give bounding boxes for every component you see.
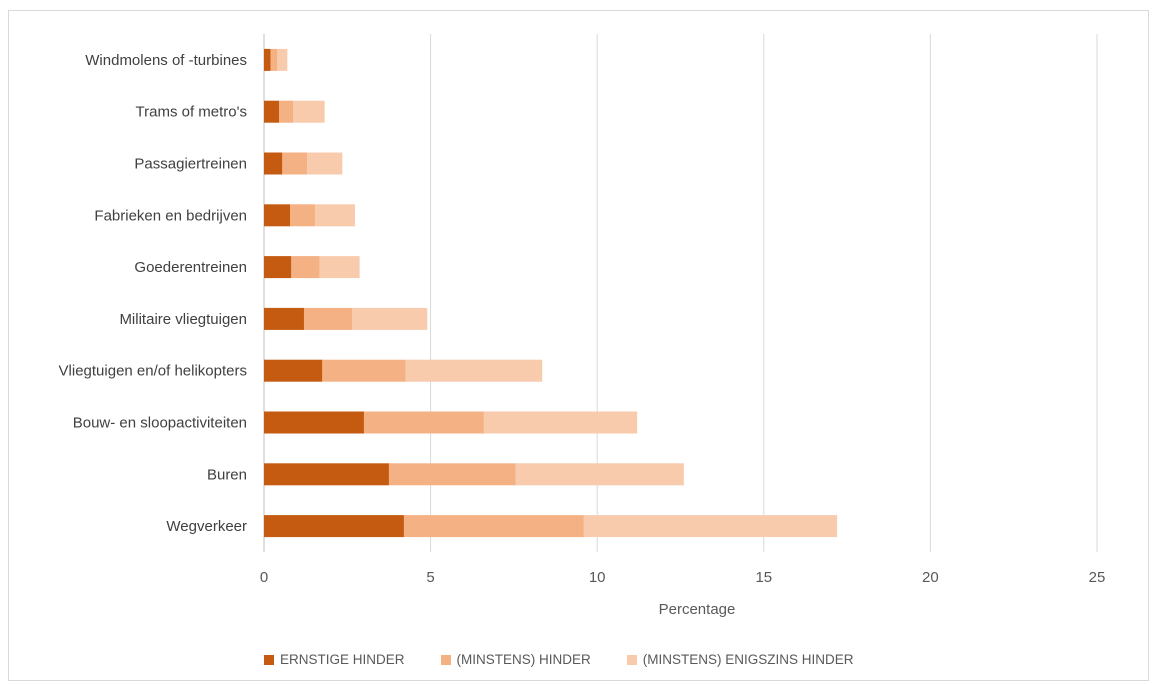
bar-enigszins	[515, 463, 684, 486]
x-tick-label: 15	[755, 569, 772, 586]
bar-hinder	[322, 359, 406, 382]
category-label: Bouw- en sloopactiviteiten	[73, 415, 247, 432]
bar-ernstig	[264, 48, 271, 71]
legend-item: ERNSTIGE HINDER	[264, 652, 405, 667]
bar-ernstig	[264, 100, 279, 123]
bar-hinder	[291, 256, 320, 279]
x-tick-label: 25	[1089, 569, 1106, 586]
category-label: Goederentreinen	[134, 259, 247, 276]
bar-enigszins	[292, 100, 325, 123]
bar-enigszins	[405, 359, 543, 382]
bar-ernstig	[264, 515, 404, 538]
bar-hinder	[289, 204, 315, 227]
legend-swatch	[440, 654, 451, 665]
x-tick-label: 10	[589, 569, 606, 586]
bar-hinder	[270, 48, 278, 71]
x-axis-title: Percentage	[659, 601, 736, 618]
bar-ernstig	[264, 359, 323, 382]
category-label: Passagiertreinen	[134, 156, 247, 173]
bar-hinder	[303, 307, 353, 330]
bar-enigszins	[583, 515, 838, 538]
bar-ernstig	[264, 463, 389, 486]
bar-ernstig	[264, 307, 304, 330]
bar-ernstig	[264, 204, 290, 227]
category-label: Trams of metro's	[136, 104, 248, 121]
bar-enigszins	[319, 256, 360, 279]
legend-label: ERNSTIGE HINDER	[280, 652, 405, 667]
bar-enigszins	[352, 307, 428, 330]
category-label: Vliegtuigen en/of helikopters	[59, 363, 247, 380]
bar-ernstig	[264, 152, 283, 175]
bar-hinder	[282, 152, 308, 175]
bar-enigszins	[277, 48, 288, 71]
bar-hinder	[403, 515, 584, 538]
legend: ERNSTIGE HINDER (MINSTENS) HINDER (MINSTEN…	[264, 652, 854, 667]
category-label: Windmolens of -turbines	[85, 52, 247, 69]
legend-item: (MINSTENS) HINDER	[440, 652, 591, 667]
legend-swatch	[626, 654, 637, 665]
x-tick-labels: 0 5 10 15 20 25	[260, 569, 1106, 586]
legend-label: (MINSTENS) ENIGSZINS HINDER	[642, 652, 854, 667]
chart-frame	[8, 10, 1149, 681]
bar-hinder	[278, 100, 293, 123]
bar-enigszins	[314, 204, 355, 227]
x-tick-label: 5	[426, 569, 434, 586]
x-tick-label: 0	[260, 569, 268, 586]
category-labels: Windmolens of -turbines Trams of metro's P…	[59, 52, 247, 535]
legend-item: (MINSTENS) ENIGSZINS HINDER	[626, 652, 854, 667]
category-label: Fabrieken en bedrijven	[94, 207, 247, 224]
legend-label: (MINSTENS) HINDER	[456, 652, 591, 667]
bar-enigszins	[483, 411, 638, 434]
x-tick-label: 20	[922, 569, 939, 586]
category-label: Buren	[207, 466, 247, 483]
bar-ernstig	[264, 411, 364, 434]
category-label: Wegverkeer	[166, 518, 247, 535]
bar-hinder	[388, 463, 516, 486]
bars	[264, 48, 838, 538]
bar-hinder	[363, 411, 484, 434]
bar-ernstig	[264, 256, 292, 279]
legend-swatch	[264, 654, 274, 665]
category-label: Militaire vliegtuigen	[119, 311, 247, 328]
bar-enigszins	[307, 152, 343, 175]
